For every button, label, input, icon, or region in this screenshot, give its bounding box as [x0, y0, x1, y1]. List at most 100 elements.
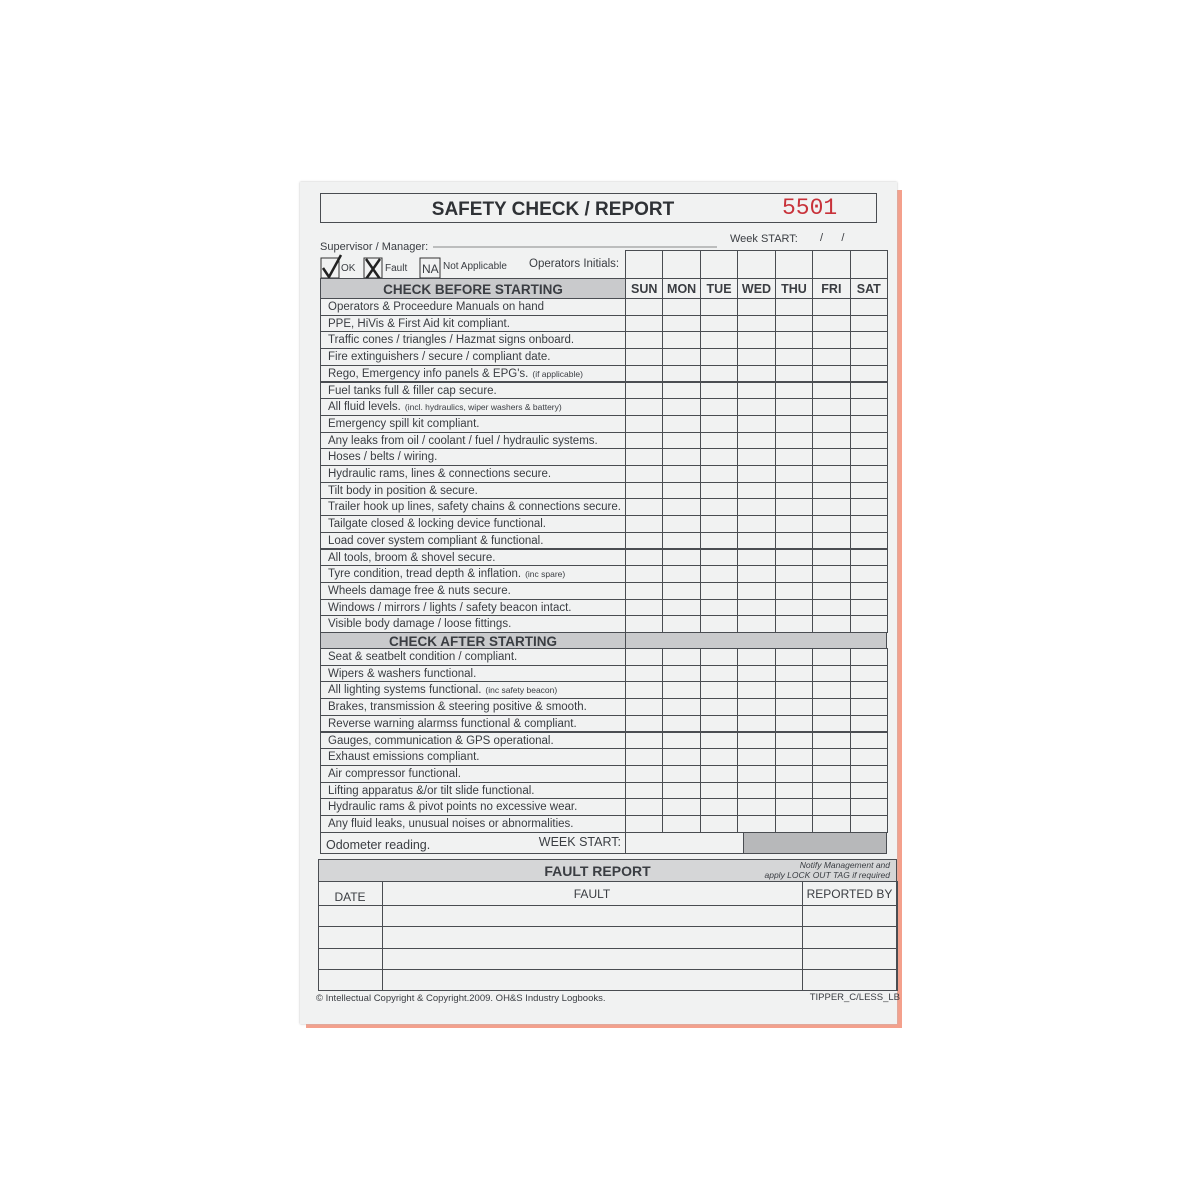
- check-cell: [625, 698, 664, 716]
- check-cell: [737, 381, 776, 400]
- check-item: Tailgate closed & locking device functio…: [328, 518, 546, 531]
- check-cell: [737, 331, 776, 350]
- check-cell: [849, 731, 888, 750]
- check-note: (inc spare): [525, 569, 566, 580]
- check-cell: [737, 481, 776, 500]
- check-row: Air compressor functional.: [320, 764, 626, 783]
- check-cell: [737, 531, 776, 550]
- check-cell: [737, 598, 776, 617]
- check-cell: [812, 465, 851, 483]
- check-cell: [737, 781, 776, 800]
- check-row: Operators & Proceedure Manuals on hand: [320, 298, 626, 316]
- fault-title: FAULT REPORT: [544, 862, 651, 879]
- fault-row: [318, 904, 897, 906]
- check-cell: [737, 348, 776, 366]
- check-cell: [812, 764, 851, 783]
- check-cell: [774, 414, 814, 433]
- form-number: 5501: [782, 195, 838, 221]
- check-cell: [737, 448, 776, 466]
- check-cell: [849, 314, 888, 333]
- check-cell: [737, 698, 776, 716]
- check-cell: [625, 465, 664, 483]
- check-cell: [812, 414, 851, 433]
- check-cell: [625, 498, 664, 517]
- check-cell: [699, 598, 739, 617]
- check-item: Emergency spill kit compliant.: [328, 417, 480, 430]
- check-cell: [812, 815, 851, 833]
- check-row: Hydraulic rams & pivot points no excessi…: [320, 798, 626, 816]
- legend-symbol: NA: [422, 262, 439, 276]
- check-cell: [849, 465, 888, 483]
- day-header: MON: [662, 278, 701, 299]
- check-cell: [774, 748, 814, 766]
- check-row: Trailer hook up lines, safety chains & c…: [320, 498, 626, 517]
- check-cell: [625, 815, 664, 833]
- check-cell: [625, 298, 664, 316]
- check-cell: [774, 498, 814, 517]
- check-cell: [812, 431, 851, 450]
- check-cell: [812, 481, 851, 500]
- section-heading: CHECK AFTER STARTING: [320, 632, 626, 649]
- check-cell: [774, 648, 814, 666]
- check-item: Traffic cones / triangles / Hazmat signs…: [328, 334, 575, 347]
- check-cell: [737, 581, 776, 600]
- check-cell: [699, 615, 739, 633]
- check-item: Hydraulic rams & pivot points no excessi…: [328, 801, 578, 814]
- check-cell: [774, 681, 814, 700]
- initials-cell: [737, 250, 776, 279]
- check-cell: [699, 548, 739, 567]
- check-cell: [737, 798, 776, 816]
- odometer-shade: [743, 831, 887, 854]
- check-row: Rego, Emergency info panels & EPG's. (if …: [320, 364, 626, 383]
- check-icon: [321, 254, 343, 280]
- check-item: Seat & seatbelt condition / compliant.: [328, 651, 518, 663]
- check-item: Lifting apparatus &/or tilt slide functi…: [328, 784, 535, 797]
- check-cell: [774, 598, 814, 617]
- check-cell: [812, 748, 851, 766]
- check-cell: [737, 648, 776, 666]
- check-cell: [699, 331, 739, 350]
- check-cell: [625, 364, 664, 383]
- check-cell: [774, 465, 814, 483]
- check-cell: [774, 581, 814, 600]
- check-cell: [699, 764, 739, 783]
- check-cell: [699, 648, 739, 666]
- check-row: Tailgate closed & locking device functio…: [320, 515, 626, 533]
- check-cell: [699, 565, 739, 583]
- check-row: Tyre condition, tread depth & inflation.…: [320, 565, 626, 583]
- check-item: Tyre condition, tread depth & inflation.: [328, 568, 522, 581]
- check-cell: [812, 381, 851, 400]
- check-item: Wipers & washers functional.: [328, 667, 477, 680]
- check-cell: [662, 481, 701, 500]
- check-cell: [849, 648, 888, 666]
- check-cell: [774, 714, 814, 733]
- week-start-label: Week START:: [730, 233, 798, 245]
- check-cell: [737, 515, 776, 533]
- check-cell: [662, 781, 701, 800]
- check-cell: [849, 531, 888, 550]
- check-cell: [812, 698, 851, 716]
- check-cell: [625, 615, 664, 633]
- check-cell: [699, 498, 739, 517]
- check-cell: [849, 714, 888, 733]
- check-cell: [774, 815, 814, 833]
- check-item: Air compressor functional.: [328, 767, 461, 780]
- check-cell: [699, 515, 739, 533]
- check-cell: [662, 331, 701, 350]
- check-item: Any leaks from oil / coolant / fuel / hy…: [328, 434, 598, 447]
- check-cell: [699, 681, 739, 700]
- check-item: Windows / mirrors / lights / safety beac…: [328, 601, 572, 614]
- check-cell: [625, 598, 664, 617]
- check-item: All tools, broom & shovel secure.: [328, 551, 496, 564]
- check-cell: [699, 298, 739, 316]
- check-cell: [625, 781, 664, 800]
- check-cell: [812, 298, 851, 316]
- check-row: Fire extinguishers / secure / compliant …: [320, 348, 626, 366]
- check-cell: [774, 448, 814, 466]
- check-cell: [625, 414, 664, 433]
- check-cell: [774, 364, 814, 383]
- check-cell: [737, 681, 776, 700]
- fault-note: Notify Management and: [799, 859, 890, 870]
- check-cell: [774, 481, 814, 500]
- day-header: SAT: [849, 278, 888, 299]
